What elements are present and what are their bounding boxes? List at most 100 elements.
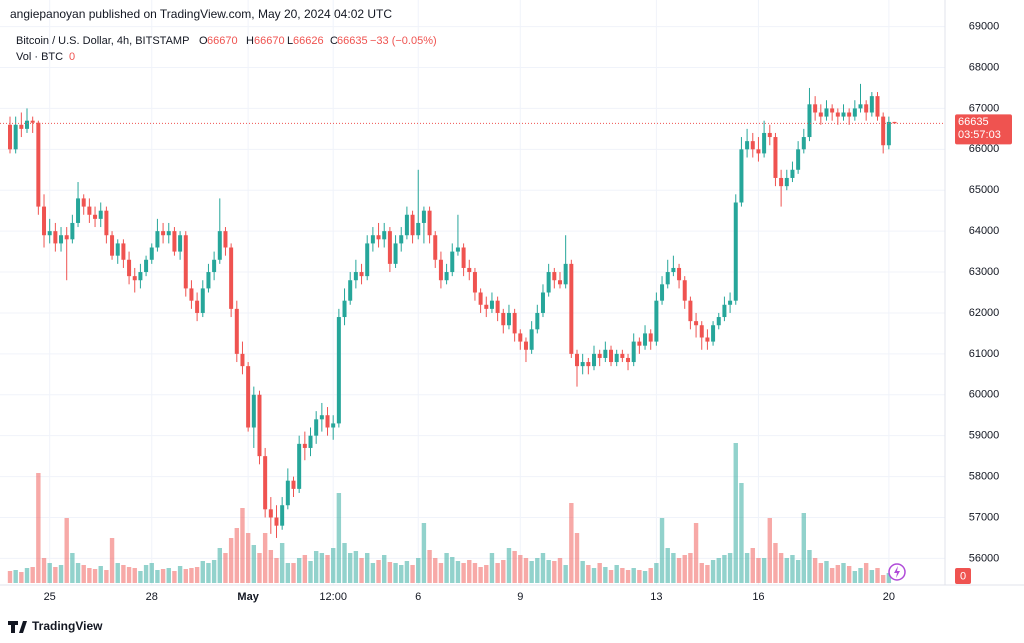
volume-bar bbox=[268, 550, 274, 583]
volume-bar bbox=[104, 570, 109, 583]
y-tick-label: 64000 bbox=[969, 225, 1000, 237]
candle-body bbox=[756, 149, 761, 154]
candle-body bbox=[257, 394, 262, 457]
candle-body bbox=[53, 231, 58, 244]
candle-body bbox=[586, 362, 591, 367]
candle-body bbox=[637, 341, 642, 346]
candle-body bbox=[348, 280, 353, 301]
volume-bar bbox=[149, 563, 154, 583]
candle-body bbox=[234, 308, 239, 354]
volume-bar bbox=[529, 561, 534, 583]
candle-body bbox=[699, 325, 704, 338]
ohlc-key: L bbox=[287, 35, 293, 47]
candle-body bbox=[70, 222, 75, 240]
candle-body bbox=[325, 415, 330, 428]
candle-body bbox=[489, 300, 494, 309]
candle-body bbox=[393, 243, 398, 264]
volume-bar bbox=[313, 551, 319, 583]
y-tick-label: 56000 bbox=[969, 552, 1000, 564]
candle-body bbox=[404, 214, 409, 236]
candle-body bbox=[138, 272, 143, 281]
volume-bar bbox=[461, 563, 466, 583]
y-tick-label: 69000 bbox=[969, 20, 1000, 32]
volume-title: Vol · BTC bbox=[16, 51, 63, 63]
candle-body bbox=[580, 362, 585, 367]
volume-bar bbox=[19, 572, 24, 583]
candle-body bbox=[552, 272, 557, 281]
candle-body bbox=[467, 267, 472, 273]
volume-bar bbox=[444, 553, 449, 583]
candle-body bbox=[370, 235, 375, 244]
candle-body bbox=[387, 231, 392, 264]
candle-body bbox=[280, 505, 285, 526]
candle-body bbox=[342, 300, 347, 318]
candle-body bbox=[830, 108, 835, 113]
candle-body bbox=[818, 112, 823, 117]
candle-body bbox=[557, 280, 562, 285]
volume-bar bbox=[53, 567, 58, 583]
x-tick-label: 20 bbox=[883, 591, 895, 603]
volume-bar bbox=[710, 560, 716, 583]
candle-body bbox=[81, 198, 86, 207]
volume-bar bbox=[869, 570, 875, 583]
volume-bar bbox=[608, 570, 614, 583]
countdown-label: 03:57:03 bbox=[958, 129, 1001, 141]
candle-body bbox=[518, 333, 523, 342]
candle-body bbox=[416, 222, 421, 236]
volume-bar bbox=[580, 561, 585, 583]
volume-bar bbox=[7, 571, 13, 583]
candle-body bbox=[410, 214, 415, 236]
volume-bar bbox=[484, 565, 489, 583]
y-tick-label: 59000 bbox=[969, 430, 1000, 442]
volume-bar bbox=[540, 553, 546, 583]
volume-bar bbox=[223, 553, 228, 583]
volume-bar bbox=[450, 557, 455, 583]
candle-body bbox=[427, 210, 432, 236]
volume-bar bbox=[597, 563, 602, 583]
volume-bar bbox=[296, 558, 302, 583]
volume-bar bbox=[841, 563, 846, 583]
volume-bar bbox=[36, 473, 41, 583]
candle-body bbox=[155, 231, 160, 248]
candle-body bbox=[535, 312, 540, 330]
volume-bar bbox=[455, 561, 461, 583]
volume-bar bbox=[773, 543, 778, 583]
candle-body bbox=[478, 292, 483, 305]
candle-body bbox=[858, 104, 863, 109]
candle-body bbox=[767, 132, 772, 138]
volume-bar bbox=[240, 508, 245, 583]
volume-bar bbox=[478, 567, 483, 583]
candle-body bbox=[455, 247, 460, 252]
ohlc-value: 66635 bbox=[337, 35, 368, 47]
candle-body bbox=[127, 259, 132, 277]
candle-body bbox=[575, 353, 579, 367]
volume-bar bbox=[177, 566, 183, 583]
candle-body bbox=[807, 104, 812, 138]
volume-bar bbox=[637, 570, 642, 583]
candle-body bbox=[217, 231, 222, 260]
candle-body bbox=[121, 243, 126, 260]
candle-body bbox=[495, 300, 500, 313]
volume-bar bbox=[24, 568, 30, 583]
candle-body bbox=[76, 198, 81, 223]
volume-bar bbox=[648, 568, 653, 583]
volume-bar bbox=[693, 523, 699, 583]
candle-body bbox=[291, 480, 296, 489]
candle-body bbox=[762, 132, 767, 154]
volume-bar bbox=[348, 553, 353, 583]
x-tick-label: 28 bbox=[146, 591, 158, 603]
ohlc-key: H bbox=[246, 35, 254, 47]
candle-body bbox=[569, 263, 574, 354]
volume-bar bbox=[160, 569, 166, 583]
y-tick-label: 63000 bbox=[969, 266, 1000, 278]
candle-body bbox=[166, 231, 171, 236]
volume-bar bbox=[761, 558, 767, 583]
y-tick-label: 60000 bbox=[969, 389, 1000, 401]
volume-bar bbox=[812, 558, 818, 583]
volume-bar bbox=[767, 518, 772, 583]
lightning-icon bbox=[888, 563, 906, 581]
publisher-header: angiepanoyan published on TradingView.co… bbox=[10, 7, 392, 21]
volume-bar bbox=[404, 561, 410, 583]
candle-body bbox=[750, 141, 755, 150]
volume-tag-label: 0 bbox=[960, 570, 966, 582]
